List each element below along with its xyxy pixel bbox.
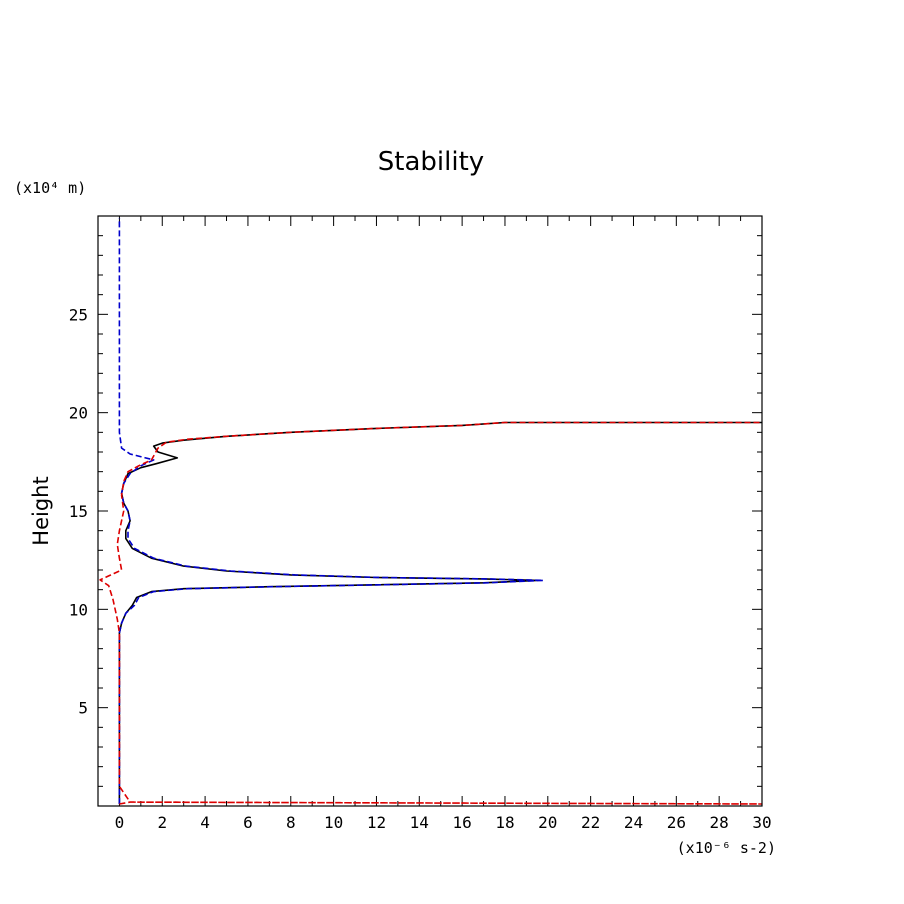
x-axis-unit: (x10⁻⁶ s-2) <box>677 839 776 857</box>
y-tick-label: 20 <box>69 404 88 423</box>
plot-clip-area <box>99 218 762 805</box>
series-layer <box>99 218 762 805</box>
x-tick-label: 8 <box>286 813 296 832</box>
x-tick-label: 16 <box>452 813 471 832</box>
y-tick-label: 5 <box>78 699 88 718</box>
x-tick-label: 30 <box>752 813 771 832</box>
chart-title: Stability <box>378 147 484 177</box>
y-tick-label: 10 <box>69 600 88 619</box>
x-tick-label: 28 <box>710 813 729 832</box>
x-tick-label: 10 <box>324 813 343 832</box>
x-tick-label: 14 <box>410 813 429 832</box>
x-tick-label: 0 <box>115 813 125 832</box>
y-tick-label: 25 <box>69 305 88 324</box>
series-line-black-solid <box>118 421 762 804</box>
x-tick-label: 18 <box>495 813 514 832</box>
x-tick-label: 12 <box>367 813 386 832</box>
series-line-blue-dashed <box>118 218 545 804</box>
x-tick-label: 22 <box>581 813 600 832</box>
x-tick-label: 20 <box>538 813 557 832</box>
y-axis-label: Height <box>29 476 53 545</box>
plot-frame <box>97 215 763 807</box>
x-tick-label: 6 <box>243 813 253 832</box>
x-tick-label: 24 <box>624 813 643 832</box>
x-tick-label: 2 <box>157 813 167 832</box>
axis-ticks <box>97 215 763 807</box>
y-tick-label: 15 <box>69 502 88 521</box>
x-tick-label: 26 <box>667 813 686 832</box>
x-tick-label: 4 <box>200 813 210 832</box>
y-axis-unit: (x10⁴ m) <box>14 179 86 197</box>
series-line-red-dashed <box>99 421 762 805</box>
